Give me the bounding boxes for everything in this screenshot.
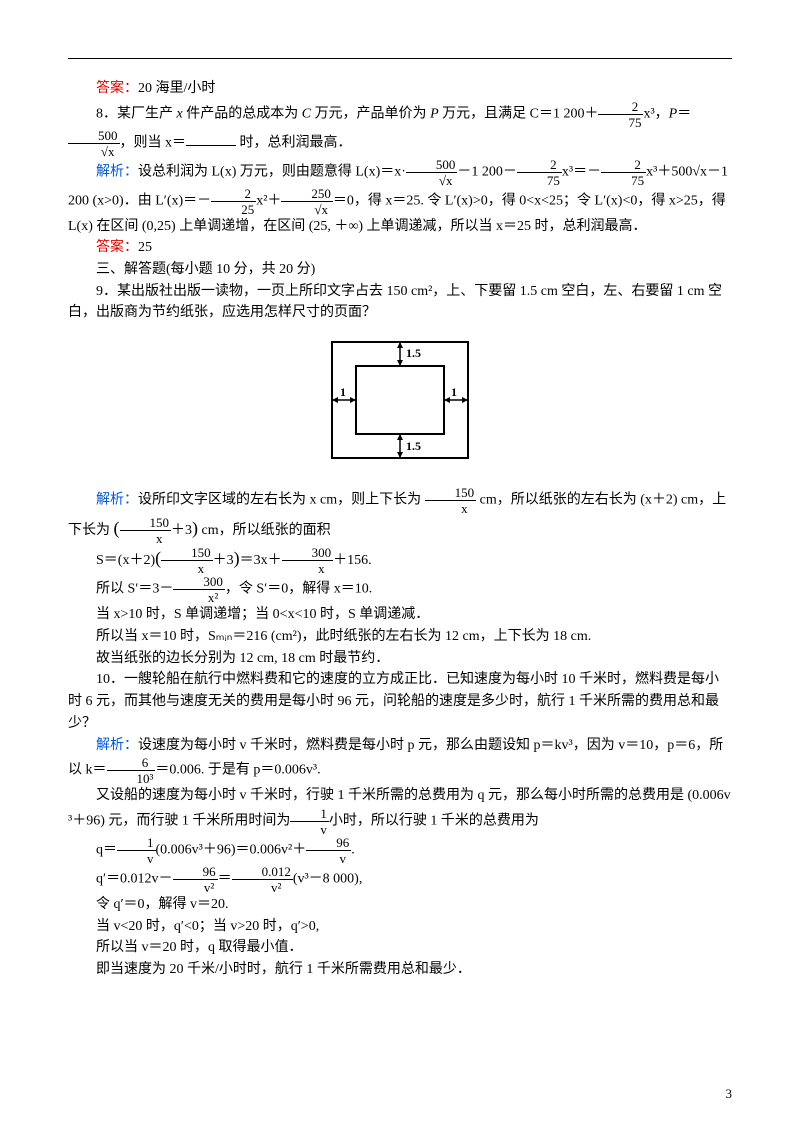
q8-lprime: L′(x)＝－: [155, 193, 211, 208]
q9-sp-a: 所以 S′＝3－: [96, 582, 173, 597]
q8-eq: ＝: [677, 106, 691, 121]
q9-S-line: S＝(x＋2)(150x＋3)＝3x＋300x＋156.: [68, 545, 732, 575]
q8-P: P: [430, 106, 439, 121]
q8-C: C: [302, 106, 311, 121]
solution-label-2: 解析：: [96, 493, 138, 508]
page: 答案：20 海里/小时 8．某厂生产 x 件产品的总成本为 C 万元，产品单价为…: [0, 0, 800, 1132]
frac-150-x: 150x: [425, 486, 477, 515]
q8-ans-value: 25: [138, 240, 152, 255]
q8-s2: x²＋: [256, 193, 281, 208]
q10-conc1: 所以当 v＝20 时，q 取得最小值．: [68, 937, 732, 959]
q8-t3: 万元，产品单价为: [311, 106, 430, 121]
frac-2-25: 225: [211, 187, 256, 216]
q8-solution: 解析：设总利润为 L(x) 万元，则由题意得 L(x)＝x·500√x－1 20…: [68, 158, 732, 238]
q10-qpb: ＝: [218, 872, 232, 887]
frac-1-v: 1v: [290, 807, 329, 836]
frac-2-75-c: 275: [601, 158, 646, 187]
q8-s1: 设总利润为 L(x) 万元，则由题意得 L(x)＝x·: [138, 164, 406, 179]
q9-stem: 9．某出版社出版一读物，一页上所印文字占去 150 cm²，上、下要留 1.5 …: [68, 281, 732, 324]
q10-qb: (0.006v³＋96)＝0.006v²＋: [156, 843, 307, 858]
q10-qpc: (v³－8 000),: [293, 872, 363, 887]
frac-96-v: 96v: [306, 836, 351, 865]
frac-300-x2: 300x²: [173, 575, 225, 604]
frac-2-75-b: 275: [517, 158, 562, 187]
frac-500-sqrtx-2: 500√x: [406, 158, 458, 187]
answer-label: 答案：: [96, 81, 138, 96]
q10-conc2: 即当速度为 20 千米/小时时，航行 1 千米所需费用总和最少．: [68, 959, 732, 981]
fig-top-label: 1.5: [406, 346, 421, 360]
q8-tail2: 时，总利润最高．: [236, 135, 352, 150]
q8-eqc: C＝1 200＋: [530, 106, 599, 121]
prev-answer-value: 20 海里/小时: [138, 81, 215, 96]
q10-stem: 10．一艘轮船在航行中燃料费和它的速度的立方成正比．已知速度为每小时 10 千米…: [68, 669, 732, 734]
q8-s1b: －1 200－: [457, 164, 517, 179]
frac-150-x-b: 150x: [120, 516, 172, 545]
solution-label: 解析：: [96, 164, 138, 179]
q8-answer: 答案：25: [68, 237, 732, 259]
q9-figure: 1.5 1.5 1 1: [68, 330, 732, 478]
fig-right-label: 1: [451, 385, 457, 399]
q9-sa: 设所印文字区域的左右长为 x cm，则上下长为: [138, 493, 425, 508]
frac-1-v-b: 1v: [117, 836, 156, 865]
q9-conclude1: 所以当 x＝10 时，Sₘᵢₙ＝216 (cm²)，此时纸张的左右长为 12 c…: [68, 626, 732, 648]
q9-sp-b: ，令 S′＝0，解得 x＝10.: [225, 582, 372, 597]
q8-stem: 8．某厂生产 x 件产品的总成本为 C 万元，产品单价为 P 万元，且满足 C＝…: [68, 100, 732, 158]
q9-sol-1: 解析：设所印文字区域的左右长为 x cm，则上下长为 150x cm，所以纸张的…: [68, 486, 732, 545]
section-3-heading: 三、解答题(每小题 10 分，共 20 分): [68, 259, 732, 281]
frac-300-x: 300x: [282, 546, 334, 575]
frac-96-v2: 96v²: [173, 865, 218, 894]
q9-mono: 当 x>10 时，S 单调递增；当 0<x<10 时，S 单调递减．: [68, 604, 732, 626]
solution-label-3: 解析：: [96, 738, 138, 753]
q10-sol-1: 解析：设速度为每小时 v 千米时，燃料费是每小时 p 元，那么由题设知 p＝kv…: [68, 735, 732, 786]
plus3b: ＋3: [213, 553, 234, 568]
q8-tail: ，则当 x＝: [120, 135, 187, 150]
q8-x3: x³，: [643, 106, 668, 121]
q10-s1b: ＝0.006. 于是有 p＝0.006v³.: [155, 763, 320, 778]
fig-left-label: 1: [340, 385, 346, 399]
q10-qpa: q′＝0.012v－: [96, 872, 173, 887]
q10-qprime: q′＝0.012v－96v²＝0.012v²(v³－8 000),: [68, 865, 732, 894]
plus3: ＋3: [171, 523, 192, 538]
fig-bottom-label: 1.5: [406, 439, 421, 453]
q10-qc: .: [351, 843, 355, 858]
frac-6-103: 610³: [107, 756, 156, 785]
q9-Sb: ＝3x＋: [240, 553, 282, 568]
prev-answer: 答案：20 海里/小时: [68, 78, 732, 100]
q10-qa: q＝: [96, 843, 117, 858]
frac-150-x-c: 150x: [161, 546, 213, 575]
q10-s2b: 小时，所以行驶 1 千米的总费用为: [329, 814, 539, 829]
q8-P2: P: [669, 106, 678, 121]
frac-2-75: 275: [598, 100, 643, 129]
q9-Sc: ＋156.: [333, 553, 372, 568]
frac-500-sqrtx: 500√x: [68, 129, 120, 158]
q9-sc: cm，所以纸张的面积: [198, 523, 331, 538]
blank-input[interactable]: [186, 133, 236, 147]
q8-t4: 万元，且满足: [439, 106, 530, 121]
page-number: 3: [726, 1084, 733, 1104]
q9-conclude2: 故当纸张的边长分别为 12 cm, 18 cm 时最节约．: [68, 648, 732, 670]
q10-qprime-zero: 令 q′＝0，解得 v＝20.: [68, 894, 732, 916]
answer-label-2: 答案：: [96, 240, 138, 255]
q10-q-line: q＝1v(0.006v³＋96)＝0.006v²＋96v.: [68, 836, 732, 865]
q10-mono: 当 v<20 时，q′<0；当 v>20 时，q′>0,: [68, 916, 732, 938]
frac-0012-v2: 0.012v²: [232, 865, 293, 894]
q9-sprime: 所以 S′＝3－300x²，令 S′＝0，解得 x＝10.: [68, 575, 732, 604]
q8-t1: 8．某厂生产: [96, 106, 177, 121]
q9-Sa: S＝(x＋2): [96, 553, 155, 568]
frac-250-sqrtx: 250√x: [281, 187, 333, 216]
q8-s1c: x³＝－: [562, 164, 601, 179]
q8-t2: 件产品的总成本为: [183, 106, 302, 121]
q10-sol-2: 又设船的速度为每小时 v 千米时，行驶 1 千米所需的总费用为 q 元，那么每小…: [68, 785, 732, 836]
page-diagram-svg: 1.5 1.5 1 1: [320, 330, 480, 470]
